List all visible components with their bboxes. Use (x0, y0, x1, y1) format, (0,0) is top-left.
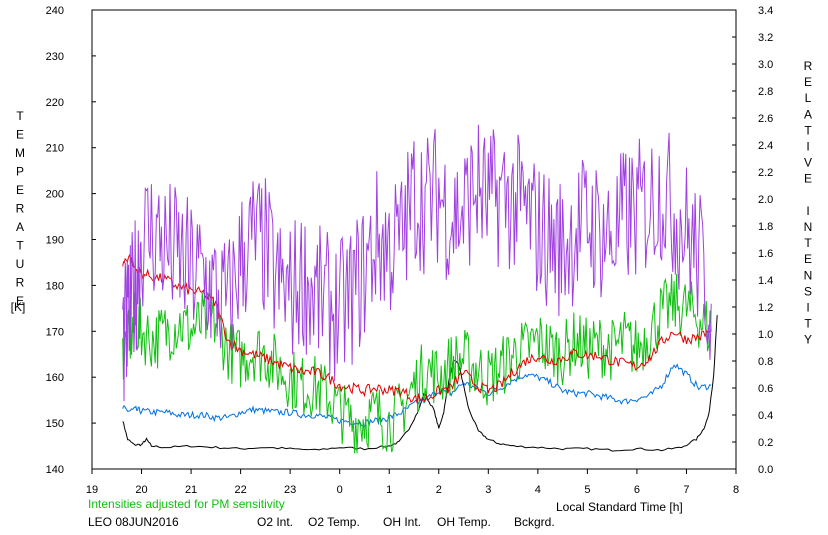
right-tick-label: 2.4 (758, 140, 773, 152)
left-label-letter: R (16, 276, 25, 290)
x-tick-label: 21 (185, 484, 197, 496)
right-label-letter: R (804, 59, 813, 73)
right-tick-label: 1.6 (758, 248, 773, 260)
right-tick-label: 1.2 (758, 302, 773, 314)
right-label-letter: Y (804, 333, 812, 347)
left-label-letter: E (16, 294, 24, 308)
left-tick-label: 170 (46, 326, 64, 338)
right-label-letter: V (804, 156, 812, 170)
x-tick-label: 0 (337, 484, 343, 496)
x-tick-label: 7 (683, 484, 689, 496)
left-label-letter: T (16, 239, 24, 253)
right-label-letter: N (804, 220, 813, 234)
legend-oh-int: OH Int. (383, 515, 422, 529)
right-tick-label: 0.8 (758, 356, 773, 368)
legend-bckgrd: Bckgrd. (514, 515, 555, 529)
series-bckgrd (122, 315, 718, 452)
left-label-letter: E (16, 183, 24, 197)
x-tick-label: 22 (234, 484, 246, 496)
x-tick-label: 5 (584, 484, 590, 496)
right-tick-label: 1.4 (758, 275, 773, 287)
left-label-letter: M (15, 146, 25, 160)
right-tick-label: 3.0 (758, 59, 773, 71)
x-tick-label: 1 (386, 484, 392, 496)
right-label-letter: T (804, 317, 812, 331)
right-tick-label: 2.2 (758, 167, 773, 179)
station-date: LEO 08JUN2016 (88, 515, 179, 529)
right-axis: 0.0 0.2 0.4 0.6 0.8 1.0 1.2 1.4 1.6 1.8 2.0 2.2 2.4 2… (732, 5, 773, 476)
left-label-letter: T (16, 109, 24, 123)
left-label-letter: E (16, 128, 24, 142)
x-tick-label: 20 (135, 484, 147, 496)
series-o2-temp (122, 124, 712, 402)
legend-oh-temp: OH Temp. (437, 515, 491, 529)
x-tick-label: 4 (535, 484, 541, 496)
left-label-letter: P (16, 165, 24, 179)
x-tick-label: 6 (634, 484, 640, 496)
right-tick-label: 3.4 (758, 5, 773, 17)
right-label-letter: E (804, 252, 812, 266)
series-oh-int (122, 253, 712, 404)
sensitivity-note: Intensities adjusted for PM sensitivity (88, 497, 285, 511)
right-label-letter: I (806, 140, 809, 154)
right-label-letter: N (804, 268, 813, 282)
left-tick-label: 160 (46, 372, 64, 384)
right-tick-label: 3.2 (758, 32, 773, 44)
right-tick-label: 2.8 (758, 86, 773, 98)
left-tick-label: 140 (46, 464, 64, 476)
right-label-letter: E (804, 172, 812, 186)
left-tick-label: 220 (46, 97, 64, 109)
legend-o2-int: O2 Int. (257, 515, 294, 529)
left-label-letter: A (16, 220, 24, 234)
left-label-letter: R (16, 202, 25, 216)
right-label-letter: I (806, 204, 809, 218)
left-tick-label: 200 (46, 189, 64, 201)
series-o2-int (122, 363, 712, 428)
legend-o2-temp: O2 Temp. (308, 515, 360, 529)
x-tick-label: 2 (436, 484, 442, 496)
right-tick-label: 0.6 (758, 383, 773, 395)
plot-frame (91, 9, 737, 470)
right-label-letter: T (804, 123, 812, 137)
right-label-letter: T (804, 236, 812, 250)
x-axis: 19 20 21 22 23 0 1 2 3 4 5 6 7 8 (86, 469, 739, 496)
left-tick-label: 240 (46, 5, 64, 17)
right-label-letter: E (804, 75, 812, 89)
right-label-letter: A (804, 107, 812, 121)
right-label-letter: S (804, 284, 812, 298)
right-tick-label: 0.4 (758, 410, 773, 422)
right-tick-label: 1.8 (758, 221, 773, 233)
left-axis-unit: [K] (11, 300, 26, 314)
left-label-letter: U (16, 257, 25, 271)
left-tick-label: 190 (46, 235, 64, 247)
right-label-letter: L (805, 91, 812, 105)
left-tick-label: 150 (46, 418, 64, 430)
left-tick-label: 180 (46, 280, 64, 292)
x-tick-label: 23 (284, 484, 296, 496)
right-tick-label: 0.0 (758, 464, 773, 476)
right-label-letter: I (806, 301, 809, 315)
left-axis: 140 150 160 170 180 190 200 210 220 230 240 (46, 5, 96, 476)
left-tick-label: 210 (46, 143, 64, 155)
right-tick-label: 1.0 (758, 329, 773, 341)
x-tick-label: 19 (86, 484, 98, 496)
series-layer (122, 124, 718, 454)
right-tick-label: 2.6 (758, 113, 773, 125)
left-tick-label: 230 (46, 51, 64, 63)
right-tick-label: 2.0 (758, 194, 773, 206)
right-tick-label: 0.2 (758, 437, 773, 449)
x-tick-label: 8 (733, 484, 739, 496)
x-tick-label: 3 (485, 484, 491, 496)
x-axis-label: Local Standard Time [h] (556, 500, 683, 514)
